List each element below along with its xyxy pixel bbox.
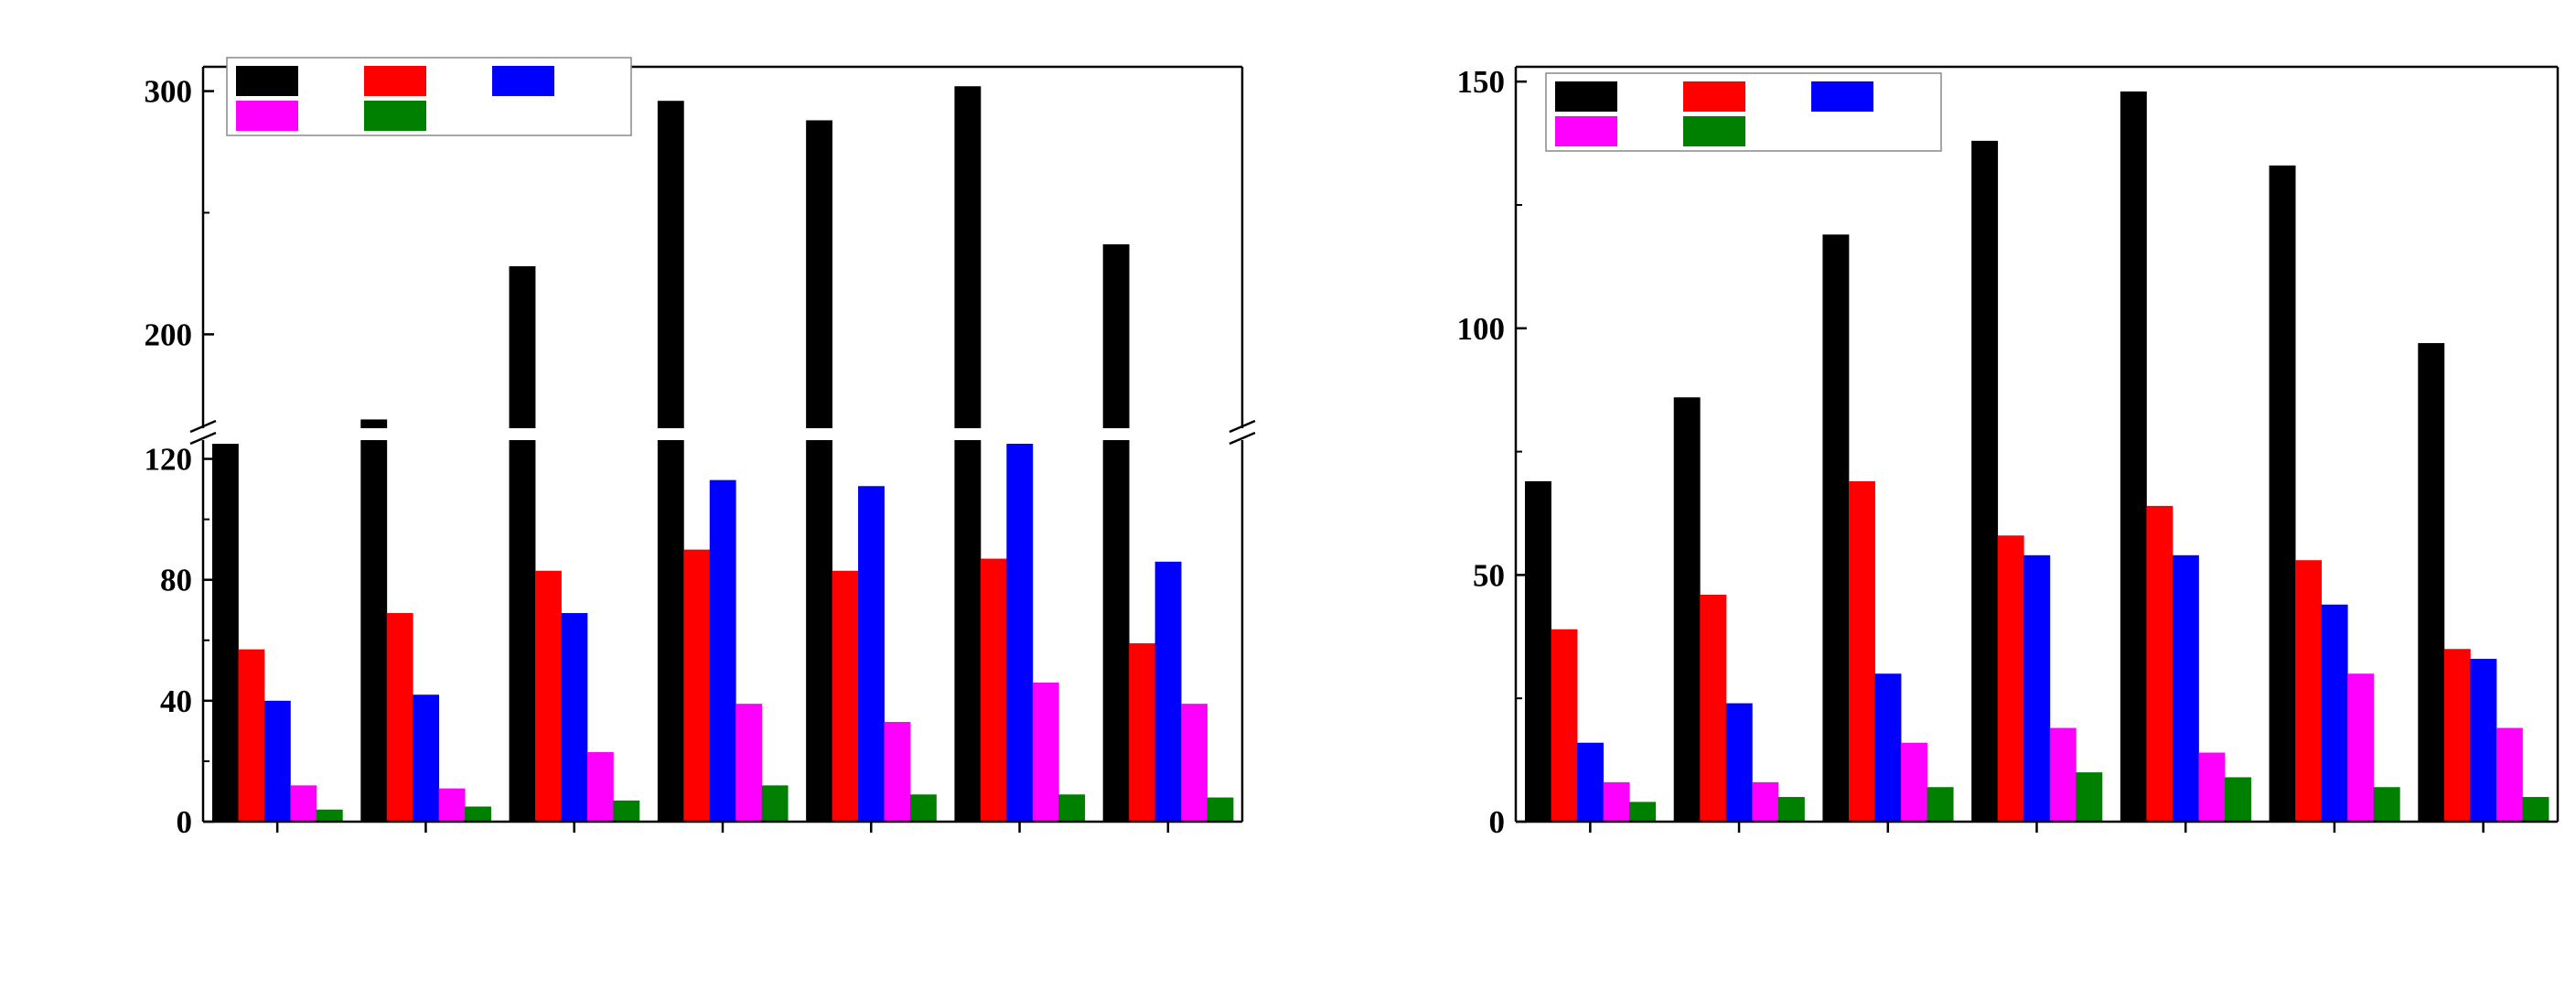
bar-2021-series-2 [1129, 643, 1156, 822]
bar-2018-series-4 [2049, 727, 2077, 822]
y-tick-label-40: 40 [160, 683, 192, 719]
bar-2016-series-4 [1752, 781, 1779, 822]
bar-2020-series-2 [980, 558, 1007, 822]
panel-a: 0 40 80 120 200 300 [145, 57, 1256, 840]
panel-b: 0 50 100 150 [1457, 64, 2560, 840]
bar-2018-series-5 [761, 785, 789, 822]
bar-2017-series-3 [1874, 673, 1902, 822]
bar-2021-series-1 [1102, 244, 1130, 822]
legend-swatch-5 [364, 101, 426, 131]
bar-2019-series-1 [806, 120, 832, 823]
legend-swatch-2 [364, 66, 426, 96]
bar-2019-series-3 [858, 486, 885, 822]
bar-2016-series-4 [438, 788, 466, 822]
bar-2018-series-1 [657, 101, 684, 822]
legend-swatch-5 [1683, 116, 1745, 146]
bar-2019-series-2 [2146, 505, 2174, 822]
bar-2021-series-5 [2522, 797, 2549, 822]
y-tick-label-0: 0 [177, 804, 193, 840]
bar-2021-series-5 [1207, 797, 1234, 822]
axis-break-gap [196, 428, 1250, 440]
bar-2018-series-5 [2076, 772, 2103, 822]
bar-2015-series-2 [1551, 629, 1578, 822]
bar-2016-series-5 [1777, 797, 1805, 822]
bar-2015-series-5 [316, 809, 343, 822]
axis-break-mark-left-1 [189, 419, 217, 434]
legend-swatch-4 [236, 101, 298, 131]
bar-2015-series-3 [263, 700, 291, 822]
bar-2017-series-4 [586, 752, 614, 822]
y-tick-label-300: 300 [145, 74, 193, 110]
bar-2015-series-4 [1603, 781, 1630, 822]
bar-2020-series-4 [1032, 683, 1059, 822]
bar-2016-series-2 [1700, 594, 1727, 822]
bar-2021-series-4 [2496, 727, 2523, 822]
y-tick-label-50: 50 [1473, 557, 1505, 593]
bar-2021-series-3 [1154, 561, 1182, 822]
bar-2019-series-2 [832, 570, 859, 822]
axis-break-mark-left-2 [189, 431, 217, 446]
bar-2020-series-3 [1006, 444, 1034, 822]
bar-2015-series-1 [1525, 480, 1551, 822]
bar-2019-series-4 [884, 721, 911, 822]
bar-2016-series-3 [1725, 703, 1753, 822]
bar-2015-series-1 [212, 444, 239, 822]
bar-2016-series-1 [1673, 397, 1701, 822]
bar-2020-series-2 [2295, 560, 2323, 822]
bar-2018-series-2 [1997, 535, 2024, 822]
y-tick-label-0: 0 [1489, 804, 1506, 840]
bar-2018-series-3 [2023, 554, 2051, 822]
bar-2019-series-3 [2172, 554, 2199, 822]
bar-2017-series-5 [613, 800, 640, 822]
bar-2016-series-2 [386, 613, 413, 822]
bar-2020-series-1 [954, 86, 982, 822]
legend-swatch-3 [492, 66, 554, 96]
legend-swatch-4 [1555, 116, 1617, 146]
bar-2015-series-2 [238, 649, 265, 822]
bar-2020-series-5 [1058, 794, 1086, 822]
y-tick-label-80: 80 [160, 563, 192, 598]
bar-2017-series-1 [509, 265, 536, 823]
bar-2020-series-4 [2347, 673, 2375, 822]
bar-2017-series-2 [535, 570, 562, 822]
bar-2016-series-5 [465, 806, 491, 822]
legend-swatch-2 [1683, 81, 1745, 112]
bar-2015-series-4 [290, 785, 317, 822]
bar-2019-series-5 [909, 794, 937, 822]
bar-2018-series-1 [1971, 140, 1999, 822]
bar-2021-series-1 [2418, 342, 2445, 823]
bar-2019-series-1 [2120, 91, 2147, 822]
bar-2015-series-3 [1577, 742, 1605, 822]
bar-2017-series-5 [1927, 787, 1954, 822]
bar-2019-series-5 [2225, 777, 2251, 822]
bar-2017-series-3 [561, 613, 588, 822]
y-tick-label-200: 200 [145, 317, 193, 352]
legend-swatch-1 [1555, 81, 1617, 112]
axis-break-mark-right-2 [1229, 431, 1256, 446]
bar-2019-series-4 [2198, 752, 2226, 822]
bar-2020-series-1 [2269, 165, 2296, 823]
bar-2018-series-3 [709, 479, 736, 822]
legend-swatch-1 [236, 66, 298, 96]
bar-2021-series-3 [2470, 659, 2497, 822]
bar-2021-series-4 [1181, 704, 1208, 822]
bar-2017-series-2 [1848, 480, 1875, 822]
bar-2015-series-5 [1629, 802, 1657, 822]
axis-break-mark-right-1 [1229, 419, 1256, 434]
bar-2020-series-3 [2321, 604, 2348, 822]
bar-2017-series-4 [1901, 742, 1927, 822]
y-tick-label-150: 150 [1457, 64, 1506, 100]
bar-2018-series-4 [735, 704, 763, 822]
bar-2017-series-1 [1822, 234, 1850, 823]
y-tick-label-120: 120 [145, 442, 193, 478]
y-tick-label-100: 100 [1457, 311, 1506, 347]
bar-2018-series-2 [683, 549, 711, 822]
bar-2020-series-5 [2373, 787, 2400, 822]
bar-2016-series-1 [360, 419, 388, 822]
bar-2016-series-3 [413, 694, 440, 822]
legend-swatch-3 [1811, 81, 1873, 112]
bar-2021-series-2 [2443, 649, 2471, 822]
